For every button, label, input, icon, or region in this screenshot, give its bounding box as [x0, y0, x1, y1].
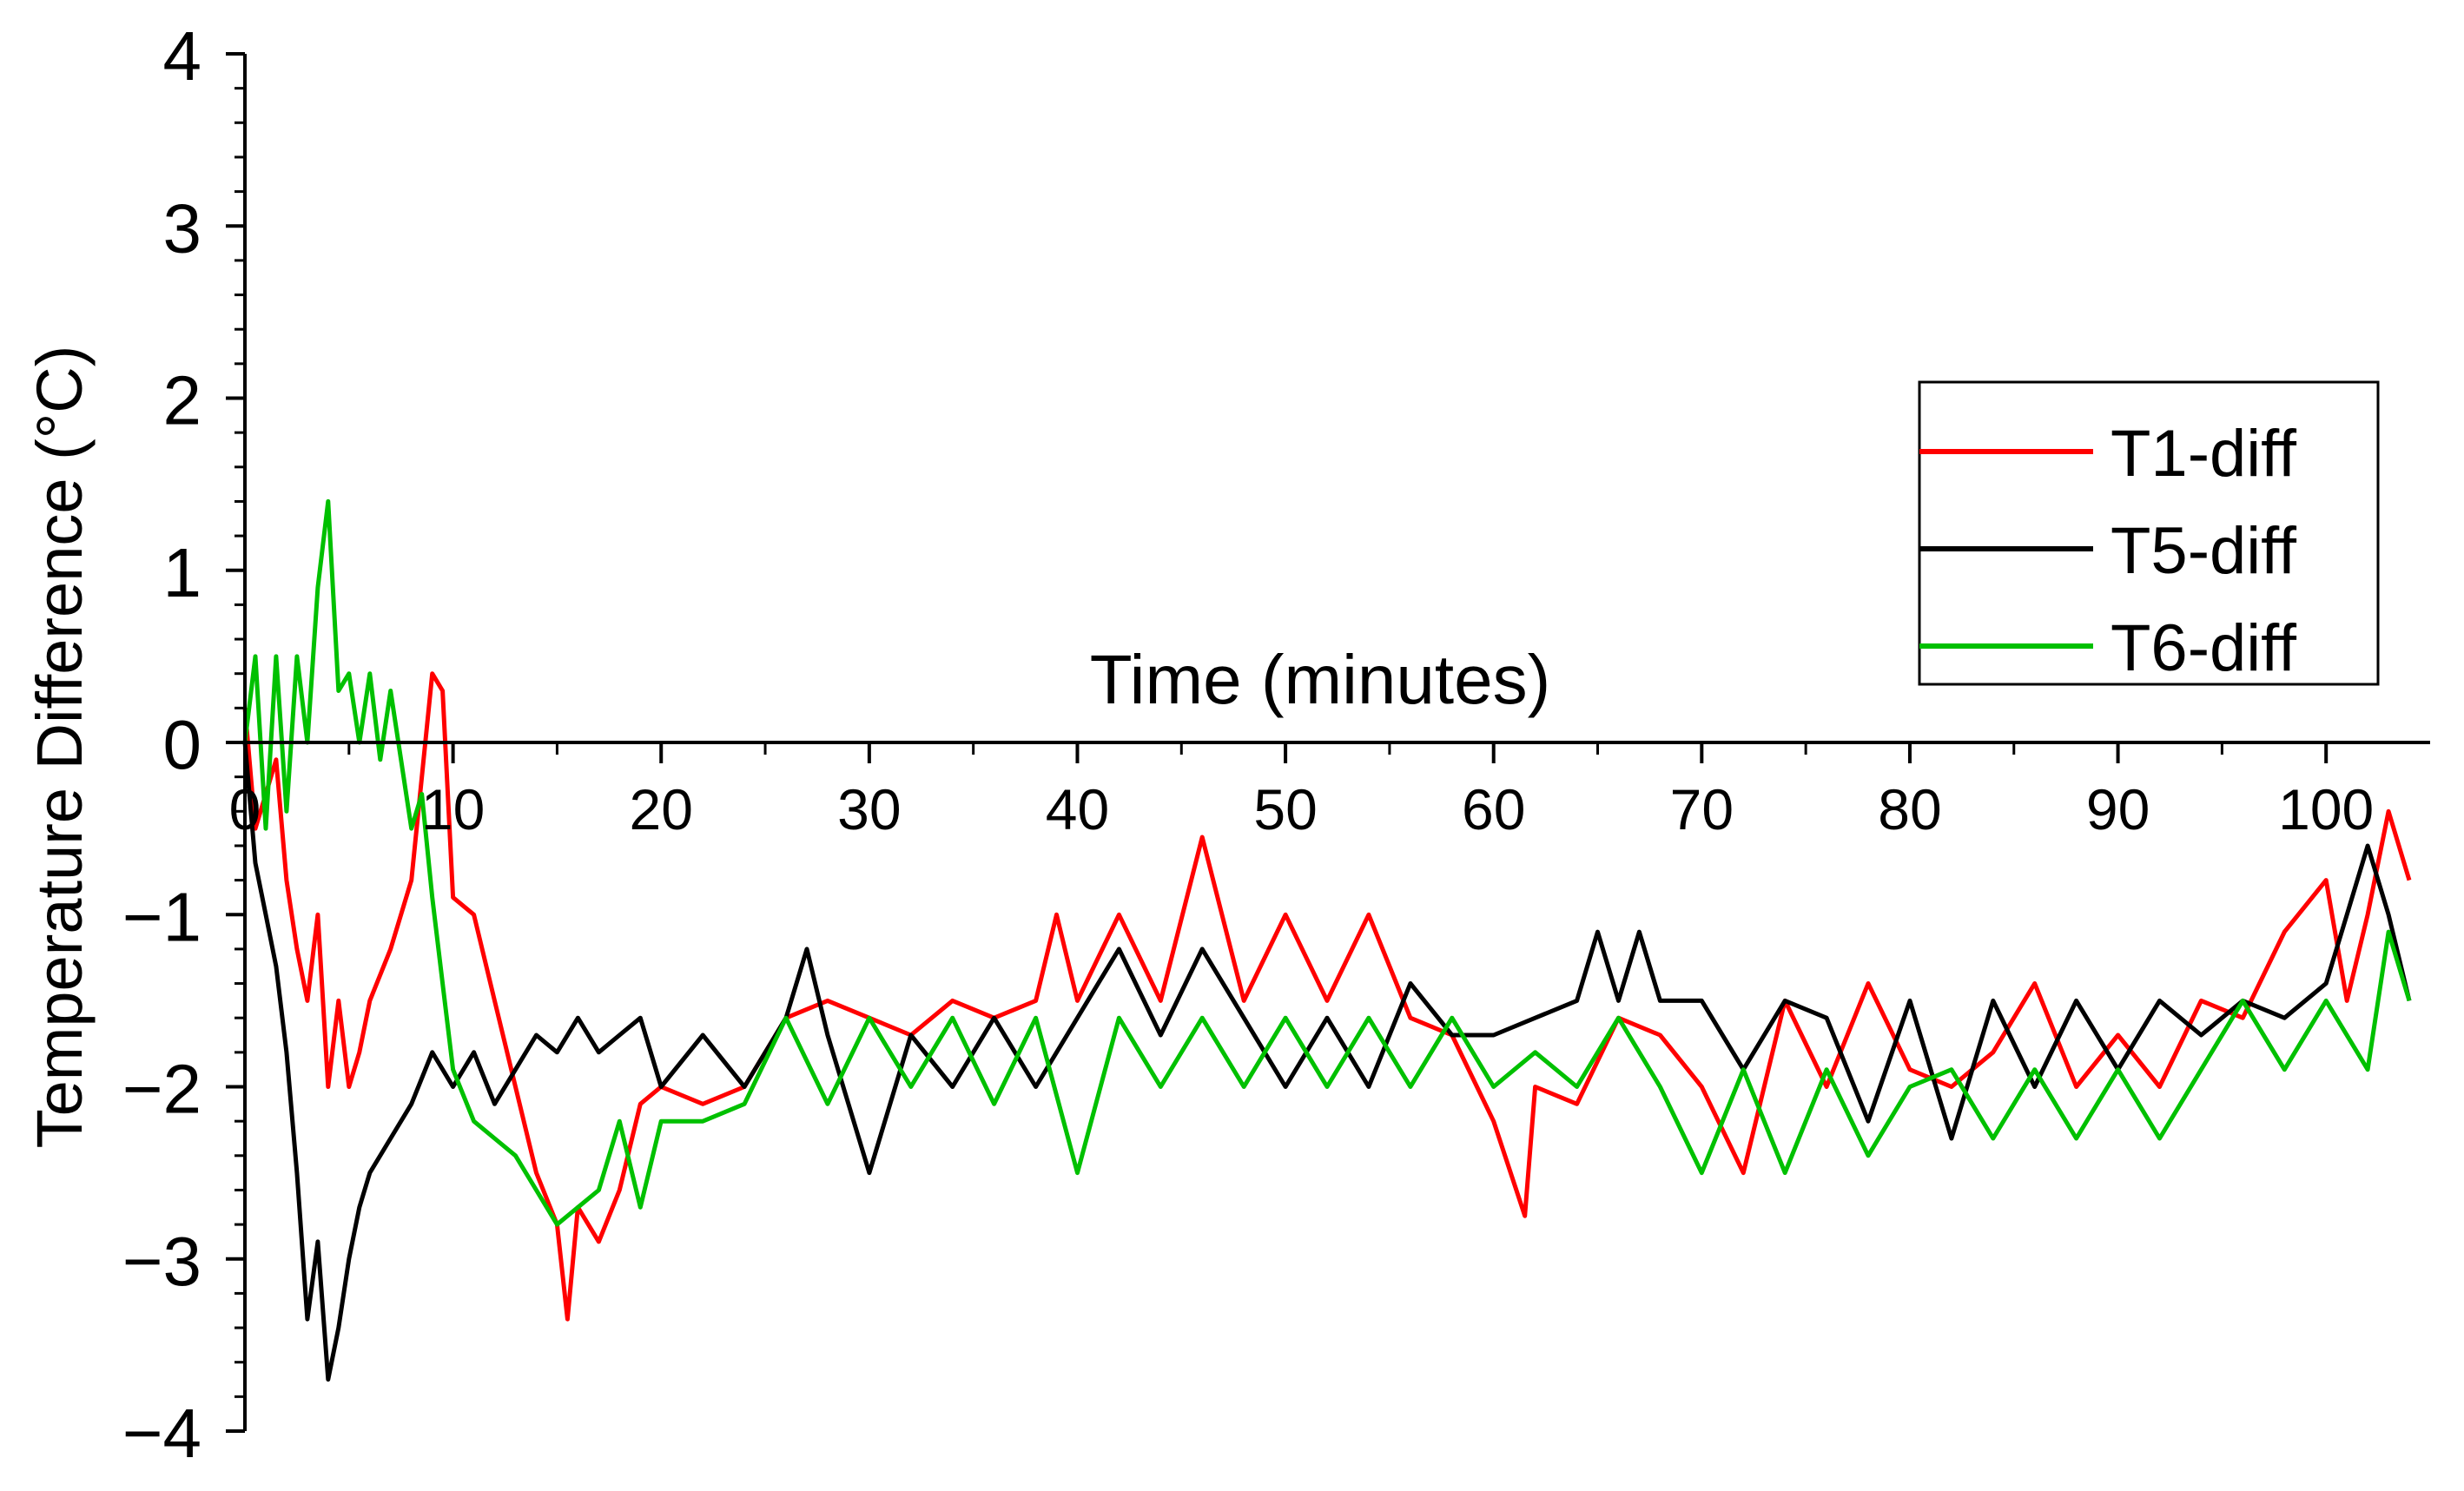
y-tick-label: −4 [122, 1395, 201, 1472]
y-tick-label: −2 [122, 1051, 201, 1128]
legend-label: T6-diff [2111, 611, 2297, 685]
x-axis-title: Time (minutes) [1090, 641, 1550, 718]
axes-layer [243, 54, 2430, 1431]
legend-label: T5-diff [2111, 514, 2297, 588]
x-tick-label: 80 [1878, 777, 1941, 841]
x-tick-label: 0 [229, 777, 261, 841]
x-tick-label: 70 [1670, 777, 1734, 841]
series-line-t1-diff [242, 671, 2412, 1322]
series-line-t6-diff [242, 498, 2412, 1227]
legend: T1-diff T5-diff T6-diff [1918, 380, 2380, 686]
legend-box [1918, 380, 2380, 686]
x-tick-label: 100 [2278, 777, 2374, 841]
y-tick-label: −3 [122, 1223, 201, 1300]
x-tick-label: 20 [630, 777, 693, 841]
y-axis-title: Temperature Difference (°C) [23, 346, 96, 1149]
series-line-t5-diff [242, 742, 2412, 1382]
y-tick-label: 1 [163, 534, 202, 611]
x-tick-label: 90 [2086, 777, 2150, 841]
y-tick-label: 3 [163, 189, 202, 267]
x-tick-label: 50 [1253, 777, 1317, 841]
y-tick-label: −1 [122, 878, 201, 955]
y-tick-label: 0 [163, 706, 202, 783]
x-tick-label: 10 [421, 777, 485, 841]
x-tick-label: 40 [1046, 777, 1109, 841]
legend-label: T1-diff [2111, 417, 2297, 491]
series-layer [242, 498, 2412, 1382]
y-tick-label: 2 [163, 362, 202, 439]
x-tick-label: 60 [1462, 777, 1525, 841]
y-tick-label: 4 [163, 17, 202, 95]
x-tick-label: 30 [837, 777, 901, 841]
